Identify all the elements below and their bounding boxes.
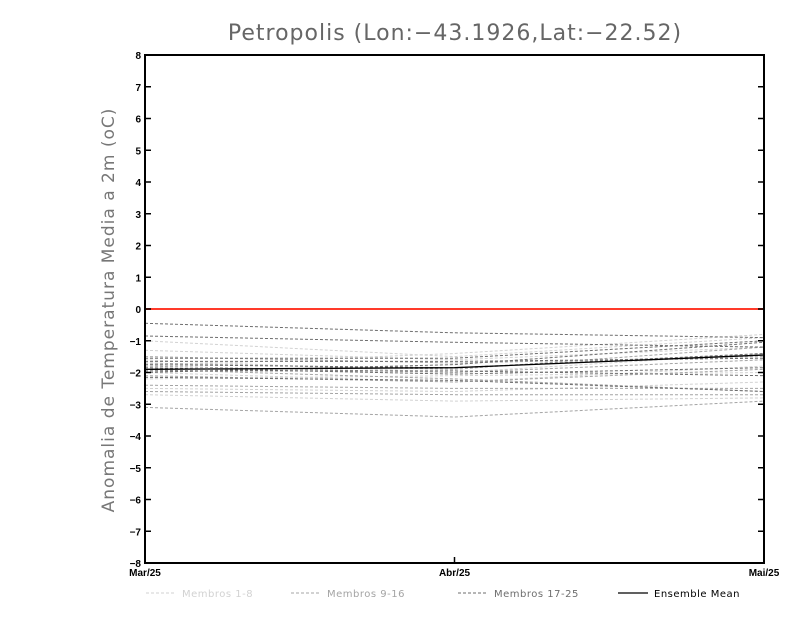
y-axis-label: Anomalia de Temperatura Media a 2m (oC) bbox=[99, 108, 119, 513]
legend-label-membros-1-8: Membros 1-8 bbox=[182, 589, 253, 600]
series-line-m4 bbox=[144, 365, 765, 383]
legend-label-membros-9-16: Membros 9-16 bbox=[327, 589, 405, 600]
series-line-m7 bbox=[144, 333, 765, 367]
legend-label-membros-17-25: Membros 17-25 bbox=[494, 589, 579, 600]
series-line-m15 bbox=[144, 391, 764, 396]
legend: Membros 1-8 Membros 9-16 Membros 17-25 E… bbox=[146, 589, 740, 600]
y-tick-label: 0 bbox=[135, 305, 141, 316]
series-layer bbox=[144, 322, 765, 418]
series-line-m23 bbox=[144, 341, 765, 373]
legend-item-membros-9-16: Membros 9-16 bbox=[291, 589, 405, 600]
y-axis: −8 −7 −6 −5 −4 −3 −2 −1 0 1 2 3 4 5 6 7 8 bbox=[130, 51, 764, 570]
y-tick-label: 7 bbox=[135, 83, 141, 94]
y-tick-label: 5 bbox=[135, 146, 141, 157]
y-tick-label: 6 bbox=[135, 115, 141, 126]
series-line-m19 bbox=[145, 340, 765, 359]
legend-item-membros-17-25: Membros 17-25 bbox=[458, 589, 579, 600]
series-line-m6 bbox=[144, 394, 765, 402]
y-tick-label: −2 bbox=[130, 369, 142, 380]
series-line-m16 bbox=[144, 359, 765, 374]
x-axis: Mar/25 Abr/25 Mai/25 bbox=[129, 557, 780, 579]
series-line-m5 bbox=[144, 381, 765, 393]
legend-label-ensemble-mean: Ensemble Mean bbox=[654, 589, 740, 600]
series-line-m20 bbox=[144, 353, 765, 369]
series-line-m12 bbox=[144, 346, 765, 370]
y-tick-label: −4 bbox=[130, 432, 142, 443]
series-line-m13 bbox=[144, 368, 765, 383]
series-line-m21 bbox=[145, 370, 765, 377]
x-tick-label: Abr/25 bbox=[439, 568, 471, 579]
ensemble-mean-layer bbox=[144, 354, 765, 370]
ensemble-mean-line bbox=[144, 354, 765, 370]
y-tick-label: −8 bbox=[130, 559, 142, 570]
y-tick-label: −1 bbox=[130, 337, 142, 348]
legend-item-membros-1-8: Membros 1-8 bbox=[146, 589, 253, 600]
legend-item-ensemble-mean: Ensemble Mean bbox=[618, 589, 740, 600]
y-tick-label: 2 bbox=[135, 242, 141, 253]
y-tick-label: −6 bbox=[130, 496, 142, 507]
y-tick-label: 4 bbox=[135, 178, 141, 189]
x-tick-label: Mai/25 bbox=[749, 568, 780, 579]
series-line-m10 bbox=[144, 400, 765, 418]
series-line-m18 bbox=[144, 335, 765, 348]
series-line-m17 bbox=[144, 322, 765, 339]
y-tick-label: −7 bbox=[130, 527, 142, 538]
series-line-m22 bbox=[144, 376, 765, 392]
y-tick-label: 8 bbox=[135, 51, 141, 62]
series-line-m11 bbox=[144, 384, 764, 389]
x-tick-label: Mar/25 bbox=[129, 568, 161, 579]
y-tick-label: −3 bbox=[130, 400, 142, 411]
series-line-m1 bbox=[144, 337, 765, 358]
y-tick-label: −5 bbox=[130, 464, 142, 475]
series-line-m25 bbox=[144, 367, 765, 375]
chart-title: Petropolis (Lon:−43.1926,Lat:−22.52) bbox=[228, 21, 682, 46]
series-line-m2 bbox=[144, 346, 765, 361]
y-tick-label: 3 bbox=[135, 210, 141, 221]
y-tick-label: 1 bbox=[135, 273, 141, 284]
